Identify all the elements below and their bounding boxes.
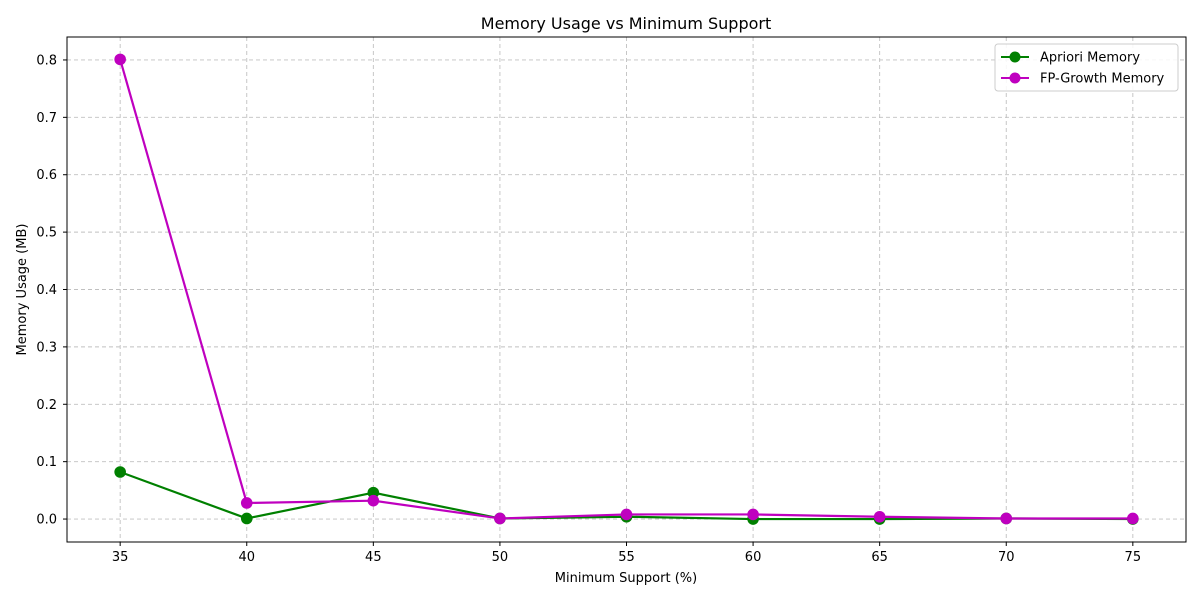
x-tick-label: 45: [365, 550, 382, 565]
y-tick-label: 0.6: [36, 168, 57, 183]
legend-label-fp-growth: FP-Growth Memory: [1040, 72, 1165, 87]
data-point-fp-growth: [747, 508, 759, 521]
data-point-fp-growth: [1127, 512, 1139, 525]
legend-marker-apriori: [1009, 51, 1021, 63]
y-tick-label: 0.4: [36, 283, 57, 298]
data-point-apriori: [367, 486, 380, 499]
x-tick-label: 35: [112, 550, 129, 565]
x-tick-label: 75: [1125, 550, 1142, 565]
grid: [67, 37, 1186, 542]
chart-title: Memory Usage vs Minimum Support: [481, 14, 771, 33]
plot-frame: [66, 36, 1187, 543]
legend-label-apriori: Apriori Memory: [1040, 51, 1140, 66]
data-point-apriori: [114, 466, 126, 478]
data-point-fp-growth: [873, 510, 886, 523]
axis-ticks: 35 40 45 50 55 60 65 70 75 0.0 0.1 0.2 0.3 0.4 0.5 0.6 0…: [36, 53, 1141, 565]
x-tick-label: 40: [238, 550, 255, 565]
y-tick-label: 0.7: [36, 111, 57, 126]
y-tick-label: 0.5: [36, 226, 57, 241]
data-point-apriori: [240, 512, 253, 525]
y-tick-label: 0.3: [36, 340, 57, 355]
y-tick-label: 0.8: [36, 53, 57, 68]
data-point-fp-growth: [367, 494, 380, 507]
legend-box: [994, 43, 1179, 92]
y-tick-label: 0.0: [36, 513, 57, 528]
x-tick-label: 60: [745, 550, 762, 565]
data-point-fp-growth: [1000, 512, 1013, 525]
x-axis-label: Minimum Support (%): [555, 571, 697, 586]
y-tick-label: 0.2: [36, 398, 57, 413]
x-tick-label: 50: [492, 550, 509, 565]
data-point-fp-growth: [494, 512, 506, 525]
series-group: [114, 53, 1139, 525]
y-tick-label: 0.1: [36, 455, 57, 470]
data-point-fp-growth: [240, 497, 253, 509]
x-tick-label: 65: [871, 550, 888, 565]
x-tick-label: 70: [998, 550, 1015, 565]
legend-marker-fp-growth: [1009, 72, 1021, 84]
y-axis-label: Memory Usage (MB): [15, 224, 30, 356]
x-tick-label: 55: [618, 550, 635, 565]
data-point-fp-growth: [114, 53, 126, 66]
series-fp-growth: [114, 53, 1139, 525]
data-point-fp-growth: [620, 508, 633, 521]
legend: Apriori Memory FP-Growth Memory: [994, 43, 1179, 92]
